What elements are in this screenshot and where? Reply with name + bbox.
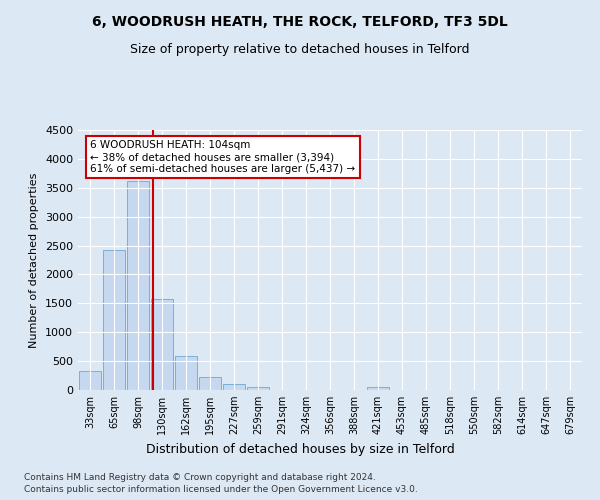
Bar	[175, 356, 197, 390]
Text: 6 WOODRUSH HEATH: 104sqm
← 38% of detached houses are smaller (3,394)
61% of sem: 6 WOODRUSH HEATH: 104sqm ← 38% of detach…	[91, 140, 356, 173]
Text: 6, WOODRUSH HEATH, THE ROCK, TELFORD, TF3 5DL: 6, WOODRUSH HEATH, THE ROCK, TELFORD, TF…	[92, 15, 508, 29]
Bar	[151, 298, 173, 390]
Text: Contains public sector information licensed under the Open Government Licence v3: Contains public sector information licen…	[24, 485, 418, 494]
Bar	[247, 386, 269, 390]
Y-axis label: Number of detached properties: Number of detached properties	[29, 172, 40, 348]
Text: Distribution of detached houses by size in Telford: Distribution of detached houses by size …	[146, 442, 454, 456]
Bar	[103, 250, 125, 390]
Bar	[199, 378, 221, 390]
Bar	[127, 181, 149, 390]
Text: Contains HM Land Registry data © Crown copyright and database right 2024.: Contains HM Land Registry data © Crown c…	[24, 472, 376, 482]
Bar	[79, 371, 101, 390]
Text: Size of property relative to detached houses in Telford: Size of property relative to detached ho…	[130, 42, 470, 56]
Bar	[367, 386, 389, 390]
Bar	[223, 384, 245, 390]
